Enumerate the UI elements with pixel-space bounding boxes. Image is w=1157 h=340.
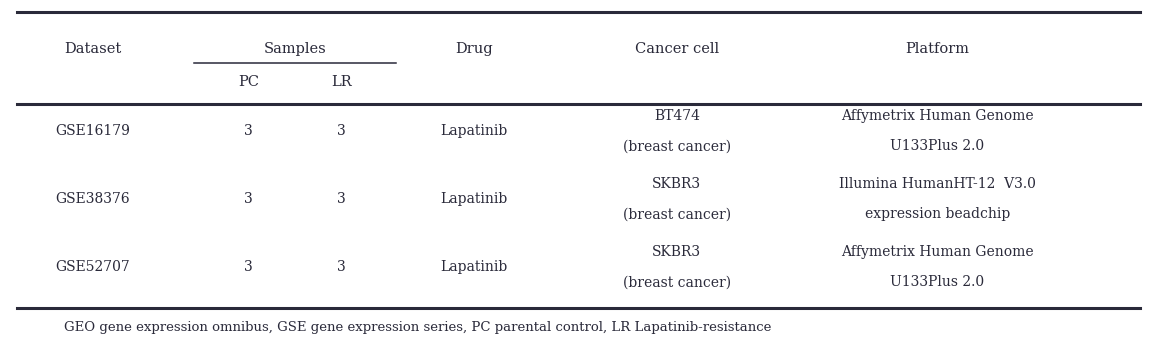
Text: Affymetrix Human Genome: Affymetrix Human Genome [841,244,1033,259]
Text: 3: 3 [244,192,253,206]
Text: Samples: Samples [264,42,326,56]
Text: Lapatinib: Lapatinib [441,260,508,274]
Text: LR: LR [331,74,352,89]
Text: 3: 3 [337,192,346,206]
Text: Lapatinib: Lapatinib [441,124,508,138]
Text: expression beadchip: expression beadchip [864,207,1010,221]
Text: Platform: Platform [905,42,970,56]
Text: GEO gene expression omnibus, GSE gene expression series, PC parental control, LR: GEO gene expression omnibus, GSE gene ex… [64,321,771,334]
Text: (breast cancer): (breast cancer) [622,275,731,289]
Text: SKBR3: SKBR3 [653,176,701,191]
Text: Lapatinib: Lapatinib [441,192,508,206]
Text: Drug: Drug [456,42,493,56]
Text: (breast cancer): (breast cancer) [622,207,731,221]
Text: BT474: BT474 [654,108,700,123]
Text: (breast cancer): (breast cancer) [622,139,731,153]
Text: Dataset: Dataset [64,42,121,56]
Text: SKBR3: SKBR3 [653,244,701,259]
Text: Illumina HumanHT-12  V3.0: Illumina HumanHT-12 V3.0 [839,176,1036,191]
Text: GSE38376: GSE38376 [56,192,130,206]
Text: PC: PC [238,74,259,89]
Text: Cancer cell: Cancer cell [635,42,718,56]
Text: 3: 3 [337,124,346,138]
Text: GSE52707: GSE52707 [56,260,130,274]
Text: 3: 3 [337,260,346,274]
Text: 3: 3 [244,260,253,274]
Text: 3: 3 [244,124,253,138]
Text: U133Plus 2.0: U133Plus 2.0 [890,139,985,153]
Text: Affymetrix Human Genome: Affymetrix Human Genome [841,108,1033,123]
Text: GSE16179: GSE16179 [56,124,130,138]
Text: U133Plus 2.0: U133Plus 2.0 [890,275,985,289]
